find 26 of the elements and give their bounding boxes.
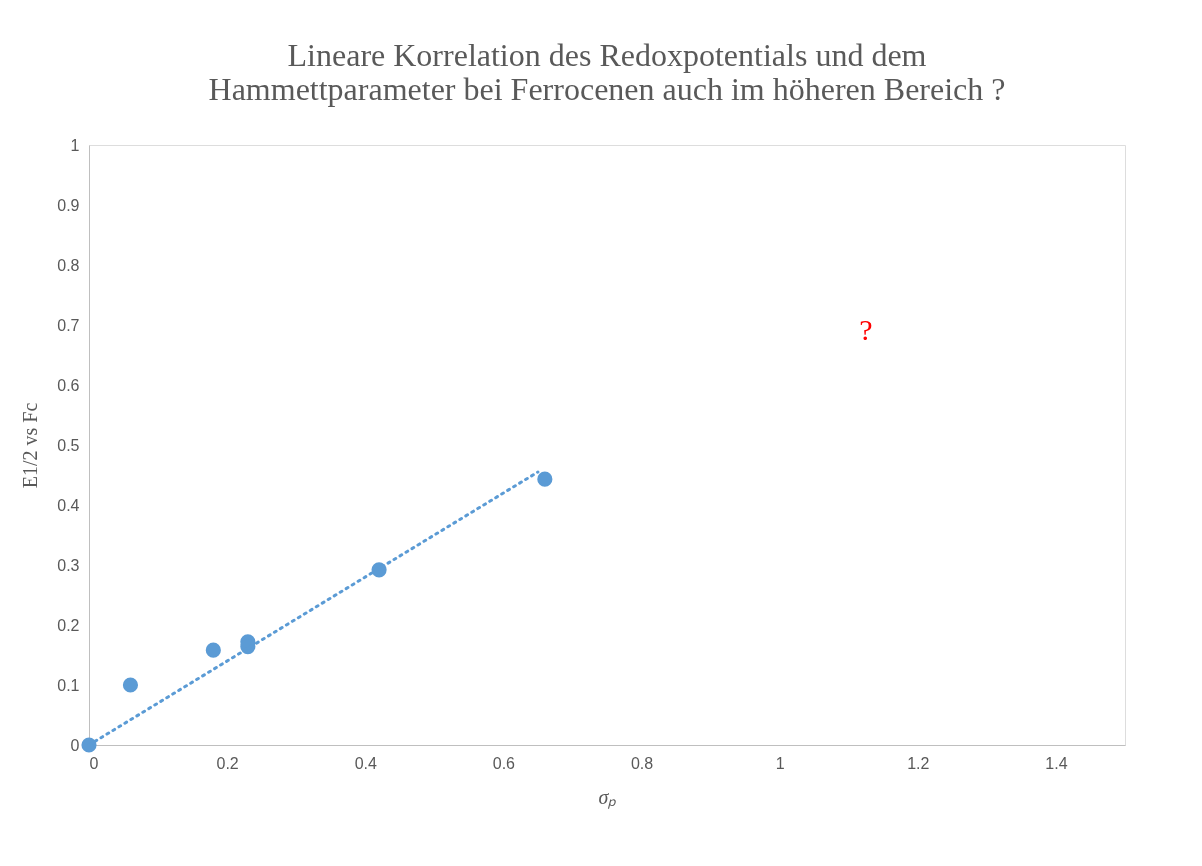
x-tick-label: 1.2 (907, 754, 930, 772)
x-tick-label: 0.8 (630, 754, 654, 772)
x-tick-label: 0.2 (216, 754, 239, 772)
y-tick-label: 0.7 (57, 316, 80, 334)
y-tick-label: 0.9 (57, 196, 80, 214)
x-tick-label: 0.4 (354, 754, 377, 772)
x-tick-label: 0 (89, 754, 99, 772)
y-tick-label: 0.8 (57, 256, 80, 274)
y-tick-label: 0.3 (57, 556, 80, 574)
y-tick-label: 0.2 (57, 616, 80, 634)
y-tick-label: 0.6 (57, 376, 80, 394)
y-tick-label: 0 (70, 736, 80, 754)
point (537, 471, 553, 487)
x-tick-label: 0.6 (492, 754, 516, 772)
y-tick-label: 1 (70, 136, 80, 154)
text: Lineare Korrelation des Redoxpotentials und dem (287, 37, 927, 73)
x-tick-label: 1 (775, 754, 785, 772)
point (205, 642, 221, 658)
x-axis-title: σₚ (598, 785, 618, 809)
y-axis-title: E1/2 vs Fc (19, 402, 42, 489)
y-tick-label: 0.5 (57, 436, 80, 454)
y-tick-label: 0.1 (57, 676, 80, 694)
x-tick-label: 1.4 (1045, 754, 1068, 772)
point (122, 677, 139, 693)
y-tick-label: 0.4 (57, 496, 80, 514)
annotation: ? (859, 313, 873, 346)
